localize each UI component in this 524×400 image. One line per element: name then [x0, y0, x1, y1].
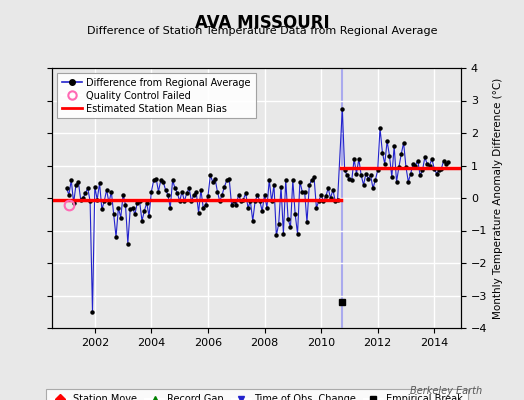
Y-axis label: Monthly Temperature Anomaly Difference (°C): Monthly Temperature Anomaly Difference (…: [493, 77, 503, 319]
Text: Berkeley Earth: Berkeley Earth: [410, 386, 482, 396]
Legend: Station Move, Record Gap, Time of Obs. Change, Empirical Break: Station Move, Record Gap, Time of Obs. C…: [46, 389, 467, 400]
Text: AVA MISSOURI: AVA MISSOURI: [195, 14, 329, 32]
Text: Difference of Station Temperature Data from Regional Average: Difference of Station Temperature Data f…: [87, 26, 437, 36]
